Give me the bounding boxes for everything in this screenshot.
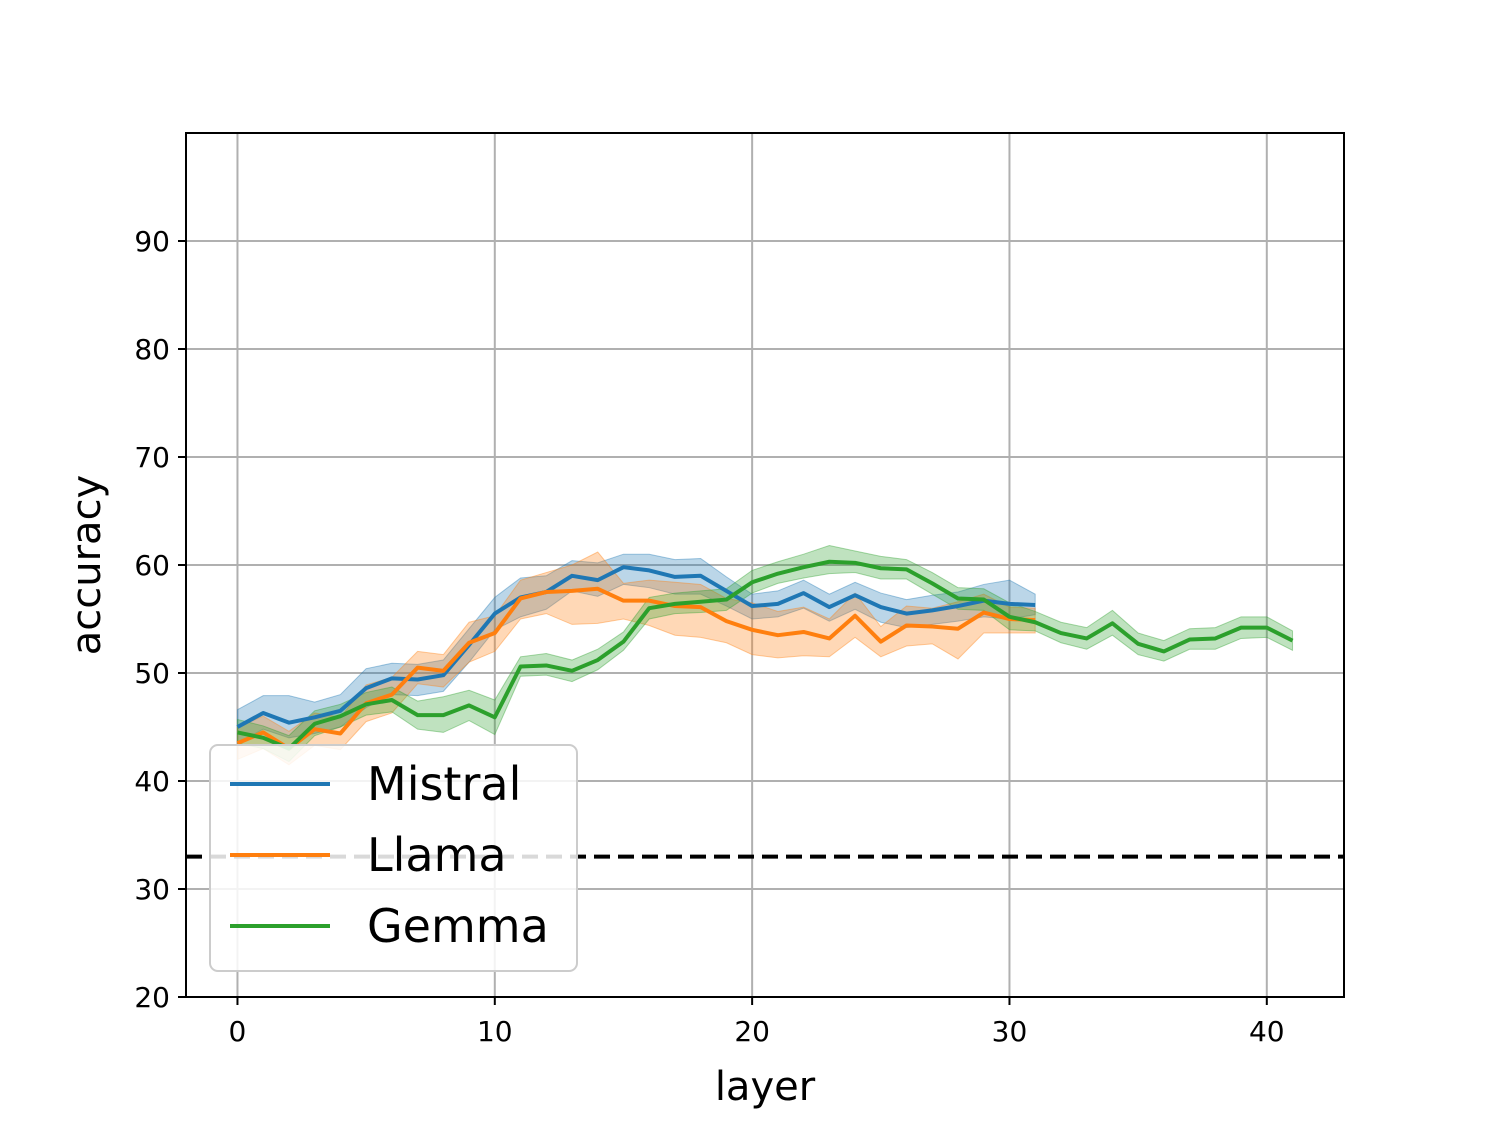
y-tick-label: 30 <box>134 873 170 906</box>
y-tick-label: 90 <box>134 225 170 258</box>
x-axis-label: layer <box>715 1064 816 1110</box>
x-tick-label: 40 <box>1249 1015 1285 1048</box>
x-tick-label: 0 <box>229 1015 247 1048</box>
y-tick-label: 50 <box>134 657 170 690</box>
y-tick-label: 40 <box>134 765 170 798</box>
x-tick-label: 20 <box>734 1015 770 1048</box>
confidence-band-mistral <box>236 553 1036 745</box>
y-tick-label: 60 <box>134 549 170 582</box>
confidence-band-llama <box>236 551 1036 766</box>
legend-label-mistral: Mistral <box>367 757 521 811</box>
x-tick-label: 10 <box>477 1015 513 1048</box>
series-line-gemma <box>237 559 1294 751</box>
y-tick-label: 70 <box>134 441 170 474</box>
y-axis-label: accuracy <box>64 475 110 655</box>
x-tick-label: 30 <box>992 1015 1028 1048</box>
legend-label-llama: Llama <box>367 828 507 882</box>
series-line-mistral <box>236 565 1036 729</box>
legend-box <box>209 744 578 972</box>
y-tick-label: 20 <box>134 981 170 1014</box>
y-tick-label: 80 <box>134 333 170 366</box>
axis-ticks: 0 10 20 30 40 20 30 40 50 60 70 80 90 <box>134 225 1284 1048</box>
legend: Mistral Llama Gemma <box>209 744 578 972</box>
legend-label-gemma: Gemma <box>367 899 549 953</box>
series-lines <box>236 559 1294 751</box>
